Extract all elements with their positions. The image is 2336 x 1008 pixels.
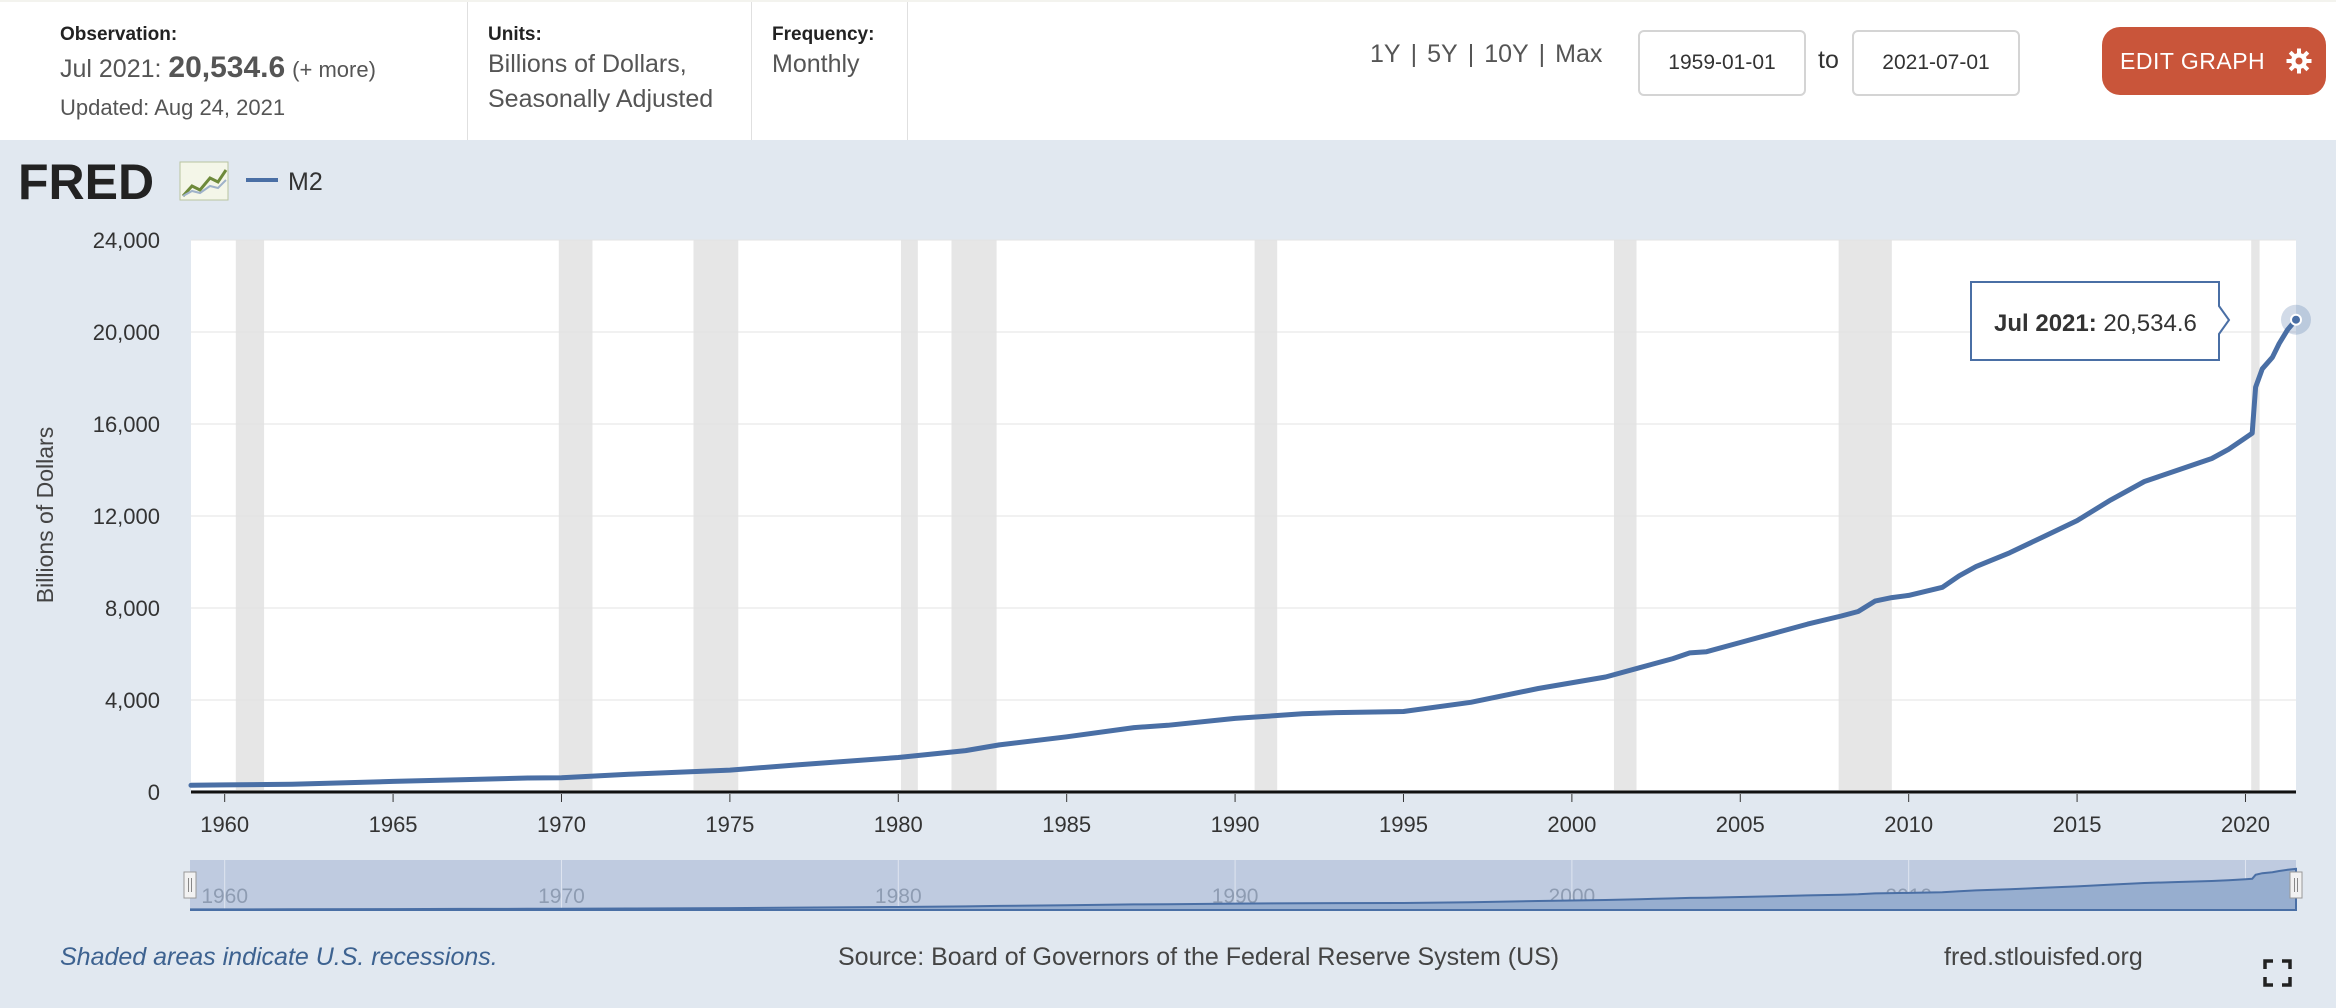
observation-date: Jul 2021: — [60, 55, 162, 83]
x-tick-label: 1960 — [200, 812, 249, 837]
range-separator: | — [1410, 40, 1418, 68]
navigator-right-handle[interactable] — [2289, 871, 2303, 899]
navigator-tick-label: 1980 — [875, 885, 922, 908]
frequency-label: Frequency: — [772, 24, 875, 45]
observation-block: Observation: Jul 2021: 20,534.6 (+ more)… — [0, 2, 468, 142]
x-tick-label: 1975 — [705, 812, 754, 837]
frequency-block: Frequency: Monthly — [752, 2, 908, 142]
observation-header: Observation: Jul 2021: 20,534.6 (+ more)… — [0, 0, 2336, 142]
observation-value: 20,534.6 — [168, 51, 286, 84]
y-tick-label: 8,000 — [105, 596, 160, 621]
range-separator: | — [1467, 40, 1475, 68]
units-line-1: Billions of Dollars, — [488, 50, 687, 78]
y-tick-label: 16,000 — [93, 412, 160, 437]
range-separator: | — [1538, 40, 1546, 68]
edit-graph-label: EDIT GRAPH — [2120, 48, 2266, 74]
x-tick-label: 1965 — [369, 812, 418, 837]
recession-note: Shaded areas indicate U.S. recessions. — [60, 943, 498, 971]
date-to-label: to — [1818, 46, 1839, 74]
svg-text:Jul 2021: 20,534.6: Jul 2021: 20,534.6 — [1994, 310, 2197, 337]
legend-label-m2: M2 — [288, 168, 323, 196]
legend: M2 — [246, 168, 323, 196]
range-10y-button[interactable]: 10Y — [1484, 40, 1529, 68]
x-tick-label: 2015 — [2053, 812, 2102, 837]
y-axis-label: Billions of Dollars — [32, 427, 58, 603]
x-tick-label: 2005 — [1716, 812, 1765, 837]
tooltip-date: Jul 2021: — [1994, 310, 2097, 337]
units-block: Units: Billions of Dollars, Seasonally A… — [468, 2, 752, 142]
end-date-input[interactable]: 2021-07-01 — [1852, 30, 2020, 96]
source-note: Source: Board of Governors of the Federa… — [838, 943, 1560, 971]
x-tick-label: 2010 — [1884, 812, 1933, 837]
x-tick-label: 1995 — [1379, 812, 1428, 837]
updated-date: Updated: Aug 24, 2021 — [60, 95, 286, 120]
observation-value-line: Jul 2021: 20,534.6 (+ more) — [60, 50, 376, 87]
y-tick-label: 0 — [148, 780, 160, 805]
units-line-2: Seasonally Adjusted — [488, 85, 714, 113]
x-tick-label: 1990 — [1211, 812, 1260, 837]
edit-graph-button[interactable]: EDIT GRAPH — [2102, 27, 2326, 95]
range-navigator[interactable]: 1960197019801990200020102020 — [183, 860, 2303, 911]
range-selector: 1Y | 5Y | 10Y | Max — [1370, 40, 1602, 69]
y-tick-label: 12,000 — [93, 504, 160, 529]
range-max-button[interactable]: Max — [1555, 40, 1603, 68]
settings-gear-icon — [2286, 48, 2312, 74]
tooltip-box — [1970, 281, 2231, 361]
range-1y-button[interactable]: 1Y — [1370, 40, 1401, 68]
fred-logo-icon[interactable]: FRED — [18, 154, 229, 210]
navigator-series-area — [190, 867, 2297, 911]
y-tick-label: 4,000 — [105, 688, 160, 713]
more-observations-link[interactable]: (+ more) — [292, 57, 376, 82]
frequency-value: Monthly — [772, 50, 860, 78]
navigator-tick-label: 1960 — [201, 885, 248, 908]
series-line-m2 — [188, 317, 2299, 788]
x-tick-label: 1985 — [1042, 812, 1091, 837]
fred-site-link[interactable]: fred.stlouisfed.org — [1944, 943, 2143, 971]
navigator-tick-label: 1970 — [538, 885, 585, 908]
y-tick-label: 24,000 — [93, 228, 160, 253]
svg-text:FRED: FRED — [18, 154, 154, 210]
range-5y-button[interactable]: 5Y — [1427, 40, 1458, 68]
x-tick-label: 2000 — [1547, 812, 1596, 837]
x-tick-label: 1970 — [537, 812, 586, 837]
observation-label: Observation: — [60, 24, 178, 45]
tooltip-value: 20,534.6 — [2103, 310, 2196, 337]
y-tick-label: 20,000 — [93, 320, 160, 345]
navigator-tick-label: 1990 — [1212, 885, 1259, 908]
start-date-input[interactable]: 1959-01-01 — [1638, 30, 1806, 96]
fullscreen-icon[interactable] — [2263, 959, 2292, 987]
x-tick-label: 2020 — [2221, 812, 2270, 837]
x-tick-label: 1980 — [874, 812, 923, 837]
tooltip: Jul 2021: 20,534.6 — [1970, 281, 2231, 361]
hover-point[interactable] — [2290, 313, 2302, 326]
navigator-left-handle[interactable] — [183, 871, 197, 899]
units-label: Units: — [488, 24, 542, 45]
